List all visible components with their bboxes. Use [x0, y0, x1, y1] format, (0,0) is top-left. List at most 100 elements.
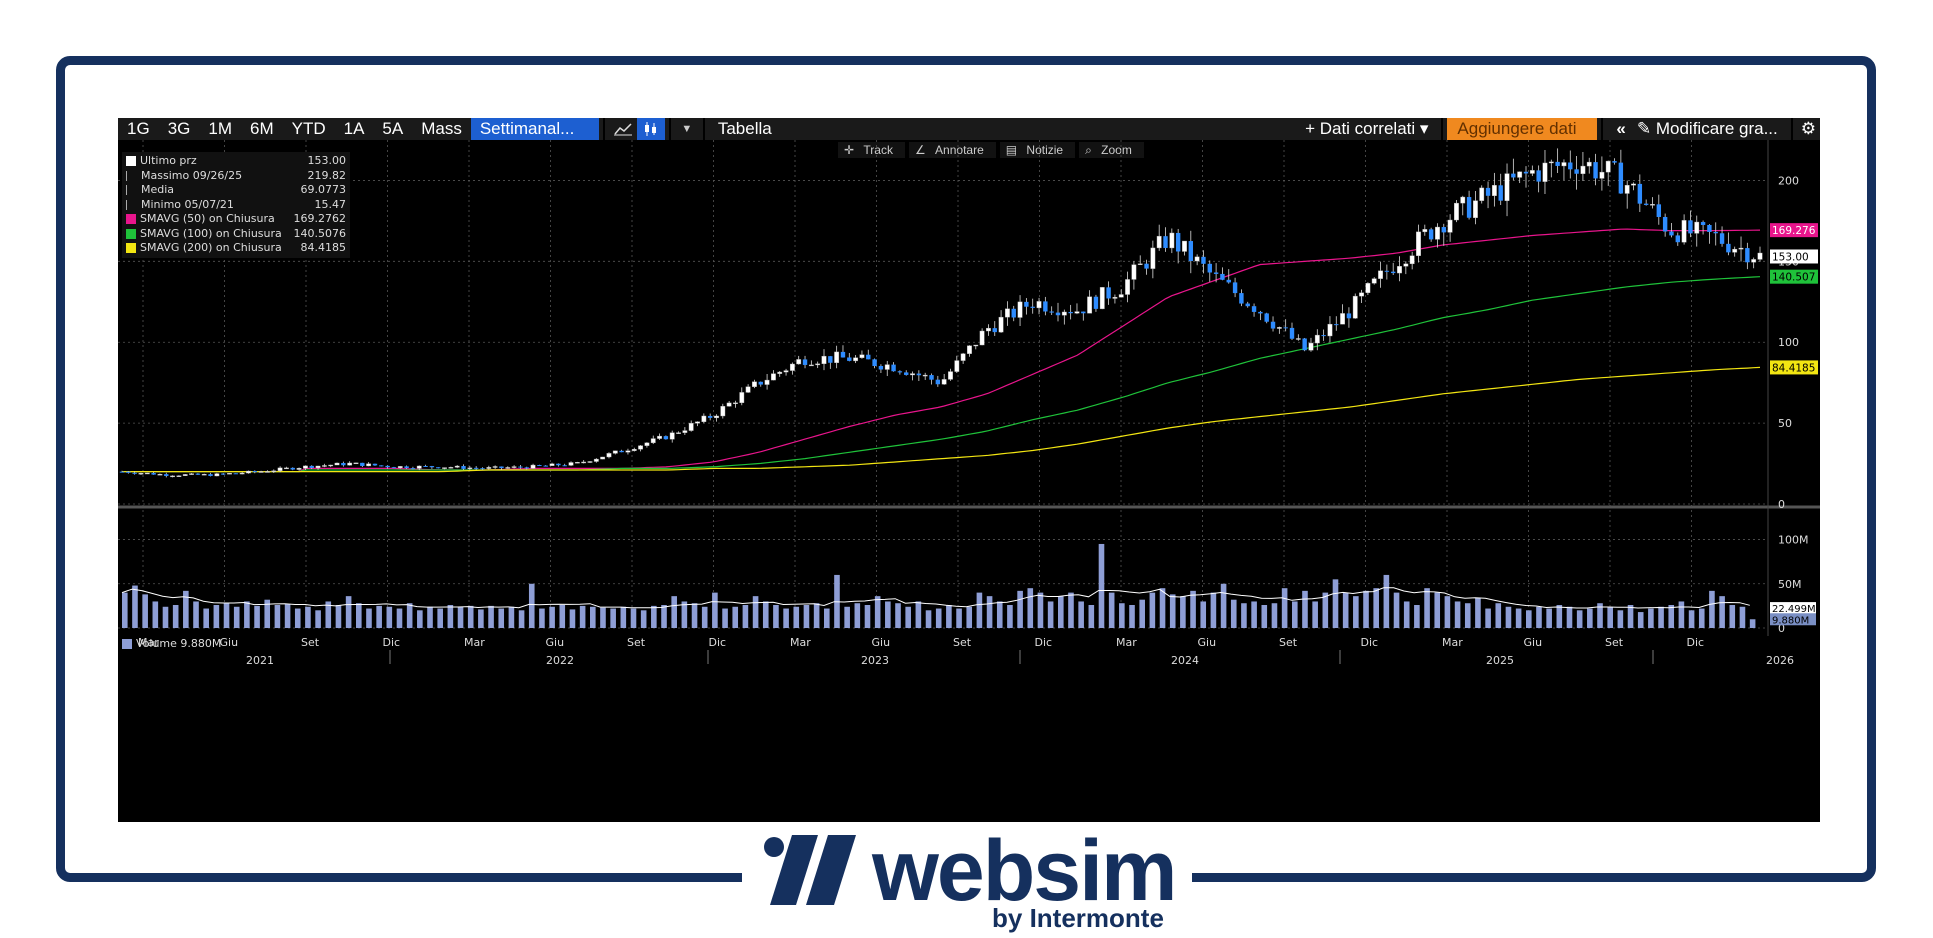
- candle-body: [170, 475, 175, 478]
- volume-bar: [1536, 606, 1542, 628]
- candle-body: [1169, 232, 1175, 249]
- candle-body: [650, 438, 656, 444]
- chart-type-dropdown-icon[interactable]: ▼: [681, 123, 693, 135]
- volume-bar: [1302, 590, 1308, 628]
- candle-body: [1454, 202, 1459, 221]
- candle-body: [1201, 256, 1206, 264]
- gear-icon[interactable]: ⚙: [1800, 119, 1816, 138]
- volume-bar: [1281, 588, 1288, 628]
- candle-body: [467, 467, 473, 470]
- month-tick-label: Set: [953, 636, 972, 649]
- candle-body: [220, 473, 226, 475]
- volume-bar: [1312, 601, 1318, 628]
- legend-label: SMAVG (200) on Chiusura: [140, 241, 282, 254]
- candlestick-icon[interactable]: [636, 118, 665, 140]
- candle-body: [214, 473, 220, 477]
- candle-body: [1175, 232, 1181, 252]
- volume-bar: [1403, 601, 1410, 628]
- month-tick-label: Giu: [1198, 636, 1217, 649]
- price-tag: [1770, 360, 1818, 375]
- legend-value: 219.82: [307, 168, 347, 182]
- add-data-input[interactable]: Aggiungere dati: [1447, 118, 1598, 140]
- volume-bar: [1434, 592, 1441, 628]
- news-button[interactable]: ▤ Notizie: [999, 142, 1076, 158]
- candle-body: [1631, 183, 1636, 186]
- candle-body: [897, 371, 903, 373]
- candle-body: [537, 465, 542, 467]
- candle-body: [1435, 226, 1440, 240]
- volume-bar: [254, 605, 260, 628]
- month-tick-label: Giu: [1524, 636, 1543, 649]
- volume-bar: [1668, 605, 1675, 628]
- volume-bar: [1627, 605, 1634, 628]
- price-volume-chart[interactable]: Mar Giu Set Dic Mar Giu Set Dic Mar Giu Set Dic Mar G…: [118, 118, 1820, 822]
- volume-bar: [1454, 601, 1461, 628]
- volume-bar: [142, 594, 148, 628]
- candle-body: [657, 435, 662, 439]
- year-label: 2026: [1766, 654, 1794, 667]
- candle-body: [126, 471, 131, 473]
- candle-body: [524, 467, 529, 469]
- volume-bar: [498, 608, 505, 628]
- candle-body: [935, 379, 941, 385]
- period-ytd-button[interactable]: YTD: [291, 119, 326, 138]
- volume-bar: [773, 605, 779, 628]
- annotate-button[interactable]: ∠ Annotare: [908, 142, 996, 158]
- volume-bar: [1688, 610, 1695, 628]
- volume-bar: [1098, 543, 1105, 628]
- candle-body: [556, 463, 561, 466]
- volume-bar: [1566, 606, 1573, 628]
- year-label: 2024: [1171, 654, 1199, 667]
- frequency-dropdown[interactable]: Settimanal...: [470, 118, 599, 140]
- candle-body: [612, 450, 618, 454]
- candle-body: [1005, 308, 1010, 318]
- candle-body: [701, 415, 707, 422]
- candle-body: [1580, 165, 1586, 174]
- track-button[interactable]: ✛ Track: [838, 142, 905, 158]
- candle-body: [1055, 312, 1061, 316]
- candle-body: [372, 463, 378, 466]
- candle-body: [1213, 272, 1219, 274]
- candle-body: [341, 463, 346, 466]
- period-3g-button[interactable]: 3G: [167, 119, 191, 138]
- line-chart-icon[interactable]: [609, 118, 637, 140]
- legend-swatch: [126, 228, 136, 239]
- websim-logo-mark: [764, 835, 856, 905]
- zoom-button[interactable]: ⌕ Zoom: [1079, 142, 1144, 158]
- volume-bar: [803, 605, 810, 628]
- toolbar-right-group: + Dati correlati ▾ Aggiungere dati « ✎ M…: [1296, 118, 1820, 140]
- volume-bar: [722, 608, 728, 628]
- candle-body: [1384, 270, 1390, 272]
- legend-item: Massimo 09/26/25 219.82: [126, 169, 346, 184]
- candle-body: [1283, 327, 1288, 329]
- volume-bar: [742, 605, 749, 628]
- candle-body: [802, 359, 808, 365]
- month-tick-label: Dic: [383, 636, 401, 649]
- modify-chart-button[interactable]: ✎ Modificare gra...: [1635, 118, 1787, 140]
- period-1g-button[interactable]: 1G: [127, 119, 150, 138]
- volume-bar: [1373, 588, 1379, 628]
- candle-body: [454, 465, 460, 468]
- double-chevron-left-icon[interactable]: «: [1616, 119, 1626, 138]
- price-tag: [1770, 223, 1818, 238]
- period-6m-button[interactable]: 6M: [250, 119, 274, 138]
- price-tag-label: 140.507: [1772, 272, 1815, 284]
- related-data-button[interactable]: + Dati correlati ▾: [1305, 119, 1429, 138]
- candle-body: [1536, 170, 1541, 182]
- volume-bar: [885, 601, 891, 628]
- volume-bar: [1271, 603, 1278, 628]
- candle-body: [676, 432, 681, 434]
- candle-body: [745, 386, 751, 393]
- period-1m-button[interactable]: 1M: [208, 119, 232, 138]
- volume-bar: [1698, 608, 1705, 628]
- legend-item: Ultimo prz 153.00: [126, 154, 346, 169]
- period-max-button[interactable]: Mass: [421, 119, 462, 138]
- candle-body: [1568, 162, 1573, 170]
- candle-body: [1732, 248, 1738, 253]
- period-5a-button[interactable]: 5A: [382, 119, 404, 138]
- candle-body: [1656, 204, 1662, 217]
- volume-bar: [1576, 610, 1583, 628]
- table-button[interactable]: Tabella: [717, 119, 772, 138]
- period-1a-button[interactable]: 1A: [343, 119, 365, 138]
- candle-body: [1738, 247, 1744, 250]
